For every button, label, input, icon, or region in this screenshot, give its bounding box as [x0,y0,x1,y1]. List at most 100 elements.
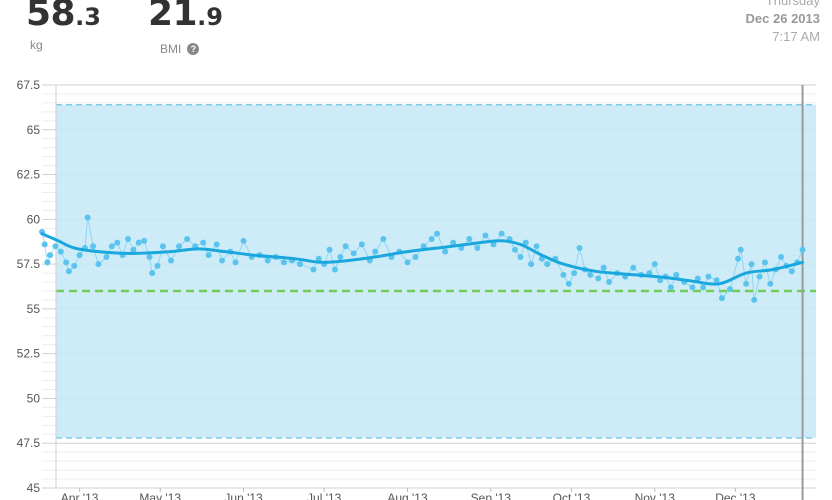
data-point [372,248,379,255]
x-tick-label: Aug '13 [387,491,428,500]
data-point [595,275,602,282]
data-point [108,243,115,250]
data-point [90,243,97,250]
data-point [544,261,551,268]
data-point [310,266,317,273]
data-point [512,246,518,253]
data-point [315,255,322,262]
y-tick-label: 57.5 [17,257,41,271]
data-point [667,284,674,291]
data-point [490,241,497,248]
y-tick-labels: 45 47.5 50 52.5 55 57.5 60 62.5 65 67.5 [17,78,41,495]
data-point [240,237,247,244]
time: 7:17 AM [772,29,820,44]
data-point [76,252,83,259]
data-point [533,243,540,250]
data-point [517,253,524,260]
data-point [727,286,733,293]
y-tick-label: 55 [27,302,41,316]
data-point [756,273,763,280]
data-point [264,257,271,264]
data-point [694,275,701,282]
data-point [331,266,338,273]
data-point [600,264,607,271]
data-point [342,243,349,250]
data-point [565,280,572,287]
data-point [280,259,287,266]
data-point [130,246,137,253]
data-point [200,239,207,246]
x-tick-labels: Apr '13 May '13 Jun '13 Jul '13 Aug '13 Sep '… [61,488,756,500]
data-point [412,253,419,260]
data-point [149,270,156,277]
data-point [219,257,226,264]
data-point [184,236,191,243]
bmi-integer: 21 [148,0,198,34]
data-point [159,243,166,250]
healthy-range-band [56,104,816,438]
data-point [404,259,411,266]
data-point [651,261,658,268]
data-point [103,253,110,260]
data-point [232,259,239,266]
data-point [713,277,720,284]
data-point [44,259,51,266]
data-point [213,241,220,248]
data-point [560,271,567,278]
y-tick-label: 50 [27,391,41,405]
data-point [434,230,441,237]
data-point [442,248,449,255]
data-point [57,248,64,255]
trend-line [40,232,805,286]
data-point [84,214,91,221]
data-point [630,264,637,271]
data-point [63,259,70,266]
bmi-stat: 21.9 BMI? [148,0,223,58]
data-point [420,243,427,250]
weekday: Thursday [765,0,820,8]
x-tick-label: Oct '13 [553,491,591,500]
x-tick-label: May '13 [139,491,181,500]
x-tick-label: Dec '13 [715,491,756,500]
measurement-points [39,214,806,303]
weight-stat: 58.3 kg [26,0,101,52]
data-point [125,236,131,243]
weight-unit: kg [30,38,43,52]
y-tick-label: 67.5 [17,78,41,92]
data-point [482,232,489,239]
data-point [168,257,174,264]
data-point [95,261,102,268]
data-point [428,236,435,243]
weight-integer: 58 [26,0,76,34]
data-point [135,239,142,246]
date: Dec 26 2013 [745,11,820,26]
data-point [743,280,750,287]
y-tick-label: 47.5 [17,436,41,450]
data-point [326,246,333,253]
help-icon[interactable]: ? [187,43,200,55]
data-point [205,252,212,259]
data-point [114,239,121,246]
data-point [657,277,664,284]
data-point [689,284,696,291]
x-tick-label: Sep '13 [471,491,512,500]
bmi-decimal: .9 [197,3,223,31]
x-tick-label: Apr '13 [61,491,99,500]
data-point [673,271,680,278]
data-point [47,252,54,259]
data-point [751,296,758,303]
y-tick-label: 45 [27,481,41,495]
data-point [737,246,744,253]
data-point [778,253,785,260]
bmi-value: 21.9 [148,0,223,32]
data-point [337,253,344,260]
data-point [748,261,755,268]
data-point [788,268,795,275]
y-tick-label: 52.5 [17,347,41,361]
data-point [380,236,387,243]
data-point [761,259,768,266]
bmi-label: BMI [160,42,182,56]
weight-chart[interactable]: 45 47.5 50 52.5 55 57.5 60 62.5 65 67.5 Apr '13 Ma… [0,60,832,500]
data-point [71,262,78,269]
y-tick-label: 65 [27,123,41,137]
